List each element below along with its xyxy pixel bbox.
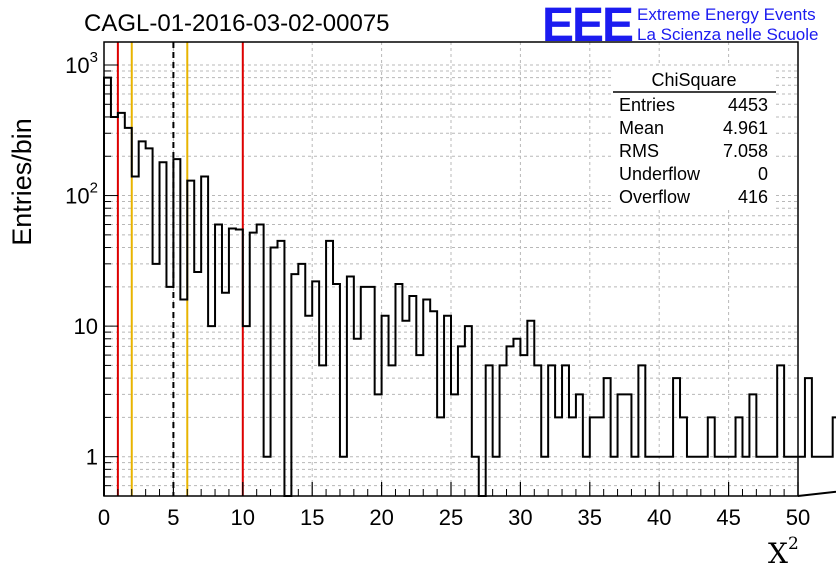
x-tick-label: 10	[231, 505, 255, 530]
logo-line-1: Extreme Energy Events	[637, 5, 816, 24]
x-tick-label: 40	[647, 505, 671, 530]
x-axis-title: X2	[768, 534, 799, 570]
axis-ticks	[103, 64, 799, 496]
y-tick-label: 102	[65, 180, 98, 209]
stats-row-label: Mean	[619, 118, 664, 138]
chart-title: CAGL-01-2016-03-02-00075	[84, 10, 390, 37]
stats-row-value: 7.058	[723, 141, 768, 161]
x-tick-label: 35	[578, 505, 602, 530]
x-tick-label: 45	[716, 505, 740, 530]
x-tick-label: 30	[508, 505, 532, 530]
x-tick-labels: 0 5 10 15 20 25 30 35 40 45 50	[98, 505, 810, 530]
stats-row-value: 4.961	[723, 118, 768, 138]
stats-box-rows: Entries 4453 Mean 4.961 RMS 7.058 Underflow 0 Ov…	[619, 95, 768, 207]
y-tick-label: 10	[74, 314, 98, 339]
stats-row-value: 0	[758, 164, 768, 184]
x-tick-label: 5	[167, 505, 179, 530]
stats-row-value: 4453	[728, 95, 768, 115]
eee-logo: EEE Extreme Energy Events La Scienza nel…	[542, 0, 818, 52]
stats-box-name: ChiSquare	[651, 70, 736, 90]
logo-mark: EEE	[542, 0, 633, 52]
stats-row-label: Underflow	[619, 164, 701, 184]
y-tick-label: 1	[86, 445, 98, 470]
x-tick-label: 0	[98, 505, 110, 530]
logo-line-2: La Scienza nelle Scuole	[637, 25, 818, 44]
stats-row-label: Overflow	[619, 187, 691, 207]
stats-box-background	[613, 66, 776, 210]
x-tick-label: 15	[300, 505, 324, 530]
x-axis-title-base: X	[768, 537, 788, 570]
y-tick-label: 103	[65, 49, 98, 78]
stats-row-value: 416	[738, 187, 768, 207]
y-axis-title: Entries/bin	[7, 118, 37, 246]
x-axis-title-superscript: 2	[788, 534, 799, 554]
y-tick-labels: 1 10 102 103	[65, 49, 98, 470]
x-tick-label: 20	[369, 505, 393, 530]
histogram-outline	[103, 76, 836, 497]
stats-row-label: RMS	[619, 141, 659, 161]
stats-box: ChiSquare Entries 4453 Mean 4.961 RMS 7.058 Un…	[613, 66, 776, 210]
x-tick-label: 50	[786, 505, 810, 530]
stats-row-label: Entries	[619, 95, 675, 115]
x-tick-label: 25	[439, 505, 463, 530]
